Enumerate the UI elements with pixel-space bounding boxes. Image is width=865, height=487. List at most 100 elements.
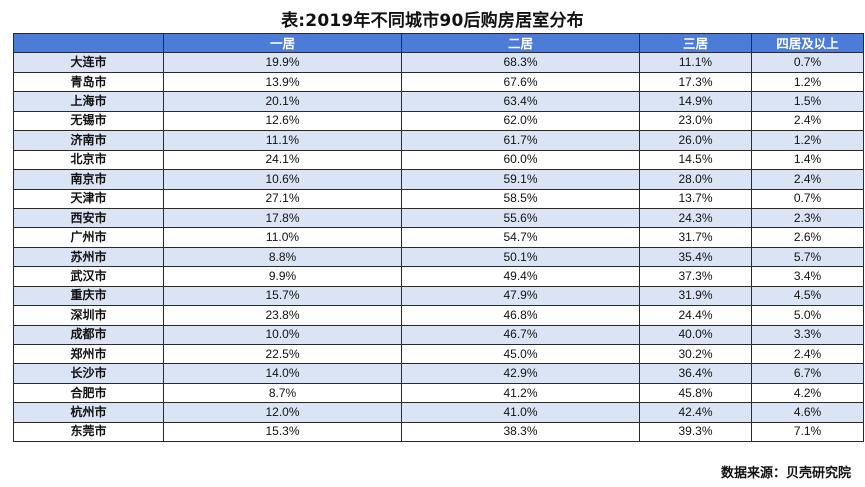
value-cell-four-plus-bedroom: 3.4% bbox=[751, 266, 864, 287]
distribution-table: 一居 二居 三居 四居及以上 大连市 19.9% 68.3% 11.1% 0.7% 青岛市… bbox=[13, 32, 864, 443]
value-cell-three-bedroom: 36.4% bbox=[639, 363, 752, 384]
value-cell-two-bedroom: 47.9% bbox=[401, 285, 640, 307]
value-cell-one-bedroom: 8.8% bbox=[163, 246, 402, 268]
value-cell-one-bedroom: 9.9% bbox=[163, 266, 402, 287]
value-cell-two-bedroom: 67.6% bbox=[401, 71, 640, 93]
city-cell: 长沙市 bbox=[13, 363, 164, 384]
value-cell-one-bedroom: 15.3% bbox=[163, 421, 402, 443]
table-row: 南京市 10.6% 59.1% 28.0% 2.4% bbox=[13, 169, 864, 190]
value-cell-three-bedroom: 35.4% bbox=[639, 246, 752, 268]
value-cell-three-bedroom: 24.4% bbox=[639, 305, 752, 326]
table-row: 无锡市 12.6% 62.0% 23.0% 2.4% bbox=[13, 110, 864, 132]
value-cell-four-plus-bedroom: 1.4% bbox=[751, 149, 864, 171]
city-cell: 南京市 bbox=[13, 169, 164, 190]
value-cell-one-bedroom: 15.7% bbox=[163, 285, 402, 307]
value-cell-one-bedroom: 8.7% bbox=[163, 382, 402, 404]
value-cell-four-plus-bedroom: 4.5% bbox=[751, 285, 864, 307]
table-row: 合肥市 8.7% 41.2% 45.8% 4.2% bbox=[13, 382, 864, 404]
table-row: 天津市 27.1% 58.5% 13.7% 0.7% bbox=[13, 188, 864, 209]
value-cell-two-bedroom: 59.1% bbox=[401, 169, 640, 190]
city-cell: 上海市 bbox=[13, 91, 164, 112]
value-cell-one-bedroom: 11.0% bbox=[163, 227, 402, 248]
value-cell-three-bedroom: 42.4% bbox=[639, 402, 752, 423]
city-cell: 济南市 bbox=[13, 130, 164, 151]
table-row: 深圳市 23.8% 46.8% 24.4% 5.0% bbox=[13, 305, 864, 326]
value-cell-two-bedroom: 54.7% bbox=[401, 227, 640, 248]
header-cell-city bbox=[13, 32, 164, 54]
value-cell-one-bedroom: 11.1% bbox=[163, 130, 402, 151]
value-cell-one-bedroom: 10.0% bbox=[163, 324, 402, 346]
value-cell-two-bedroom: 55.6% bbox=[401, 207, 640, 229]
table-row: 青岛市 13.9% 67.6% 17.3% 1.2% bbox=[13, 71, 864, 93]
value-cell-two-bedroom: 46.8% bbox=[401, 305, 640, 326]
table-row: 北京市 24.1% 60.0% 14.5% 1.4% bbox=[13, 149, 864, 171]
value-cell-four-plus-bedroom: 2.4% bbox=[751, 110, 864, 132]
city-cell: 重庆市 bbox=[13, 285, 164, 307]
city-cell: 苏州市 bbox=[13, 246, 164, 268]
table-body: 大连市 19.9% 68.3% 11.1% 0.7% 青岛市 13.9% 67.6% 17.3%… bbox=[13, 52, 864, 443]
value-cell-two-bedroom: 41.0% bbox=[401, 402, 640, 423]
value-cell-one-bedroom: 14.0% bbox=[163, 363, 402, 384]
value-cell-two-bedroom: 63.4% bbox=[401, 91, 640, 112]
city-cell: 东莞市 bbox=[13, 421, 164, 443]
value-cell-one-bedroom: 13.9% bbox=[163, 71, 402, 93]
value-cell-two-bedroom: 68.3% bbox=[401, 52, 640, 73]
value-cell-one-bedroom: 27.1% bbox=[163, 188, 402, 209]
table-row: 济南市 11.1% 61.7% 26.0% 1.2% bbox=[13, 130, 864, 151]
header-row: 一居 二居 三居 四居及以上 bbox=[13, 32, 864, 54]
table-row: 杭州市 12.0% 41.0% 42.4% 4.6% bbox=[13, 402, 864, 423]
value-cell-two-bedroom: 60.0% bbox=[401, 149, 640, 171]
value-cell-four-plus-bedroom: 2.4% bbox=[751, 343, 864, 365]
value-cell-two-bedroom: 62.0% bbox=[401, 110, 640, 132]
value-cell-three-bedroom: 24.3% bbox=[639, 207, 752, 229]
value-cell-four-plus-bedroom: 1.2% bbox=[751, 130, 864, 151]
city-cell: 天津市 bbox=[13, 188, 164, 209]
value-cell-three-bedroom: 31.9% bbox=[639, 285, 752, 307]
value-cell-three-bedroom: 26.0% bbox=[639, 130, 752, 151]
value-cell-four-plus-bedroom: 2.6% bbox=[751, 227, 864, 248]
value-cell-three-bedroom: 23.0% bbox=[639, 110, 752, 132]
value-cell-three-bedroom: 31.7% bbox=[639, 227, 752, 248]
value-cell-three-bedroom: 39.3% bbox=[639, 421, 752, 443]
value-cell-two-bedroom: 42.9% bbox=[401, 363, 640, 384]
value-cell-one-bedroom: 17.8% bbox=[163, 207, 402, 229]
value-cell-four-plus-bedroom: 1.5% bbox=[751, 91, 864, 112]
value-cell-two-bedroom: 41.2% bbox=[401, 382, 640, 404]
table-row: 武汉市 9.9% 49.4% 37.3% 3.4% bbox=[13, 266, 864, 287]
value-cell-three-bedroom: 45.8% bbox=[639, 382, 752, 404]
table-row: 西安市 17.8% 55.6% 24.3% 2.3% bbox=[13, 207, 864, 229]
value-cell-four-plus-bedroom: 0.7% bbox=[751, 188, 864, 209]
value-cell-four-plus-bedroom: 6.7% bbox=[751, 363, 864, 384]
value-cell-three-bedroom: 14.9% bbox=[639, 91, 752, 112]
value-cell-one-bedroom: 22.5% bbox=[163, 343, 402, 365]
value-cell-two-bedroom: 38.3% bbox=[401, 421, 640, 443]
city-cell: 杭州市 bbox=[13, 402, 164, 423]
value-cell-one-bedroom: 20.1% bbox=[163, 91, 402, 112]
value-cell-four-plus-bedroom: 1.2% bbox=[751, 71, 864, 93]
header-cell-two-bedroom: 二居 bbox=[401, 32, 640, 54]
city-cell: 深圳市 bbox=[13, 305, 164, 326]
value-cell-three-bedroom: 11.1% bbox=[639, 52, 752, 73]
value-cell-one-bedroom: 23.8% bbox=[163, 305, 402, 326]
value-cell-two-bedroom: 46.7% bbox=[401, 324, 640, 346]
value-cell-four-plus-bedroom: 3.3% bbox=[751, 324, 864, 346]
value-cell-three-bedroom: 17.3% bbox=[639, 71, 752, 93]
table-title: 表:2019年不同城市90后购房居室分布 bbox=[281, 11, 584, 31]
value-cell-one-bedroom: 10.6% bbox=[163, 169, 402, 190]
value-cell-four-plus-bedroom: 5.7% bbox=[751, 246, 864, 268]
value-cell-two-bedroom: 45.0% bbox=[401, 343, 640, 365]
value-cell-two-bedroom: 50.1% bbox=[401, 246, 640, 268]
table-row: 广州市 11.0% 54.7% 31.7% 2.6% bbox=[13, 227, 864, 248]
table-row: 东莞市 15.3% 38.3% 39.3% 7.1% bbox=[13, 421, 864, 443]
table-row: 上海市 20.1% 63.4% 14.9% 1.5% bbox=[13, 91, 864, 112]
value-cell-four-plus-bedroom: 2.4% bbox=[751, 169, 864, 190]
value-cell-three-bedroom: 14.5% bbox=[639, 149, 752, 171]
value-cell-one-bedroom: 12.6% bbox=[163, 110, 402, 132]
header-cell-three-bedroom: 三居 bbox=[639, 32, 752, 54]
header-cell-one-bedroom: 一居 bbox=[163, 32, 402, 54]
city-cell: 广州市 bbox=[13, 227, 164, 248]
header-cell-four-plus-bedroom: 四居及以上 bbox=[751, 32, 864, 54]
table-row: 苏州市 8.8% 50.1% 35.4% 5.7% bbox=[13, 246, 864, 268]
table-row: 成都市 10.0% 46.7% 40.0% 3.3% bbox=[13, 324, 864, 346]
value-cell-one-bedroom: 19.9% bbox=[163, 52, 402, 73]
